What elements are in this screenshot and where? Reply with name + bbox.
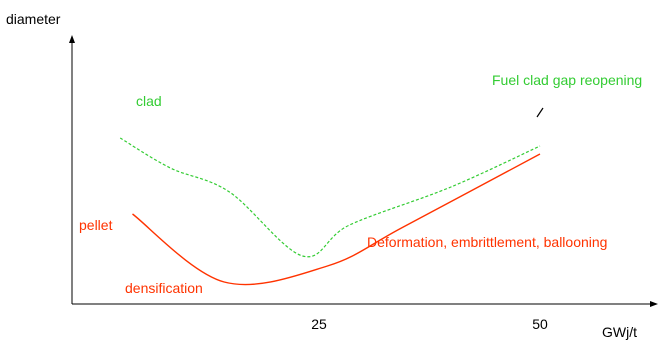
gap-reopening-marker [536,107,544,118]
x-tick-label-50: 50 [532,316,548,332]
pellet-label: pellet [79,217,113,233]
x-axis-arrow [650,301,658,307]
densification-label: densification [125,280,203,296]
gap-reopening-label: Fuel clad gap reopening [492,72,642,88]
clad-curve [119,137,541,258]
x-axis-label: GWj/t [602,324,637,340]
y-axis-label: diameter [6,11,61,27]
clad-label: clad [136,93,162,109]
y-axis-arrow [69,35,75,43]
pellet-curve [132,153,541,286]
deformation-label: Deformation, embrittlement, ballooning [367,234,607,250]
x-tick-label-25: 25 [311,316,327,332]
